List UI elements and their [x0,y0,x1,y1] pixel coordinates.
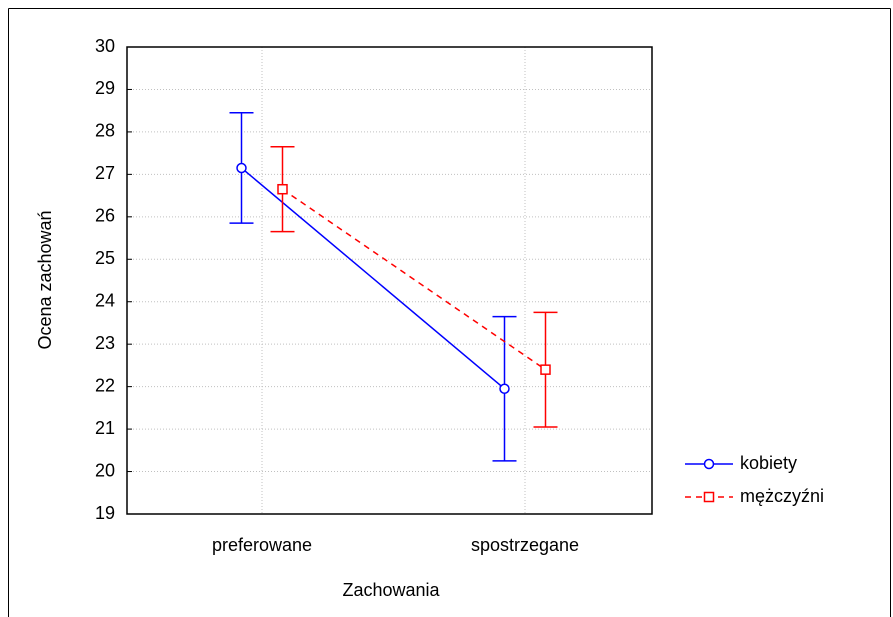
y-tick-label: 23 [95,333,115,353]
series-line [241,167,505,390]
legend-marker [703,458,715,470]
y-tick-label: 28 [95,121,115,141]
marker [236,162,247,174]
y-tick-label: 24 [95,290,115,310]
x-tick-label: preferowane [212,535,312,555]
y-tick-label: 27 [95,163,115,183]
y-tick-label: 26 [95,206,115,226]
y-axis-label: Ocena zachowań [35,210,55,349]
y-tick-label: 19 [95,503,115,523]
y-tick-label: 30 [95,36,115,56]
legend-label: mężczyźni [740,486,824,506]
y-tick-label: 22 [95,375,115,395]
series-line [282,188,546,371]
legend-marker [703,491,715,503]
y-tick-label: 21 [95,418,115,438]
plot-frame [126,46,653,515]
marker [540,364,551,375]
x-axis-label: Zachowania [342,580,440,600]
x-tick-label: spostrzegane [471,535,579,555]
y-tick-label: 29 [95,78,115,98]
marker [277,183,288,195]
y-tick-label: 20 [95,460,115,480]
y-tick-label: 25 [95,248,115,268]
legend-label: kobiety [740,453,797,473]
marker [499,383,510,395]
